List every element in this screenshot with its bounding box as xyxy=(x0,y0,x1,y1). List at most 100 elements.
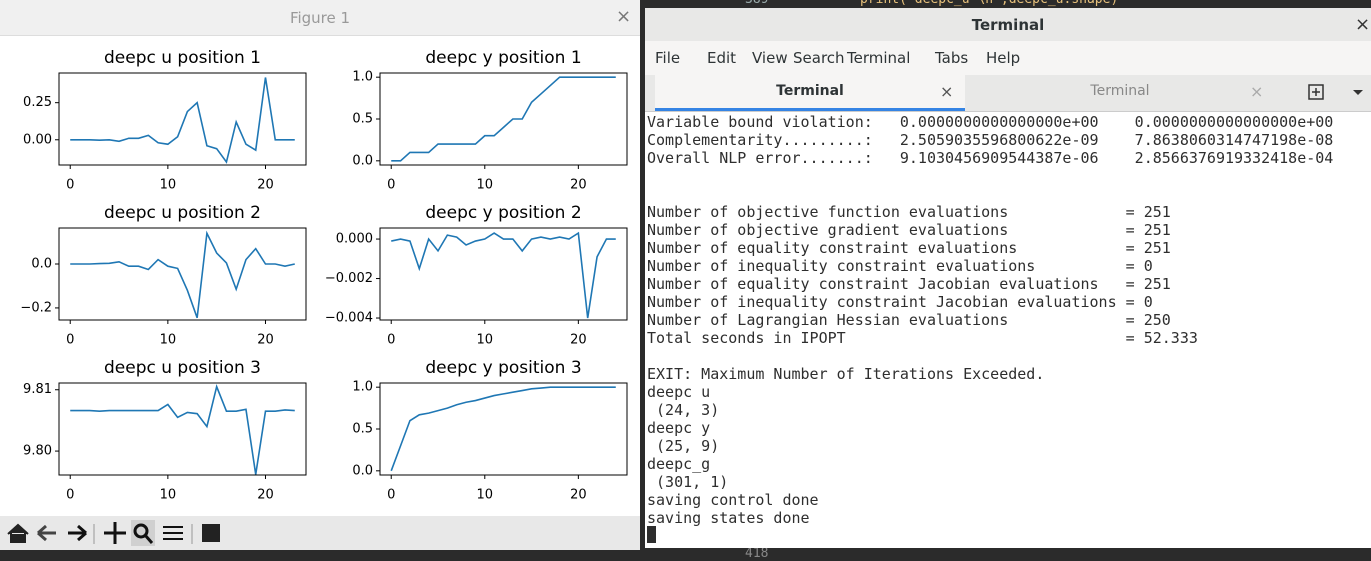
terminal-line: Number of objective function evaluations… xyxy=(647,203,1171,221)
menu-item[interactable]: Help xyxy=(986,49,1021,67)
terminal-line: Complementarity.........: 2.505903559680… xyxy=(647,131,1334,149)
terminal-line: Overall NLP error.......: 9.103045690954… xyxy=(647,149,1334,167)
x-tick-label: 10 xyxy=(160,488,177,503)
menu-bar: File Edit View Search Terminal Tabs Help xyxy=(645,41,1371,75)
terminal-line: Number of Lagrangian Hessian evaluations… xyxy=(647,311,1171,329)
y-tick-label: 0.25 xyxy=(23,95,52,110)
tab-bar: Terminal × Terminal × xyxy=(645,75,1371,112)
close-button[interactable]: × xyxy=(1355,14,1371,35)
x-tick-label: 10 xyxy=(477,488,494,503)
terminal-line: saving control done xyxy=(647,491,819,509)
data-line xyxy=(70,230,295,319)
tab-label: Terminal xyxy=(776,83,844,99)
tab-close[interactable]: × xyxy=(1250,82,1264,101)
window-title: Figure 1 xyxy=(289,9,351,27)
menu-item[interactable]: Terminal xyxy=(847,49,911,67)
line-number: 418 xyxy=(745,546,769,561)
figure-window: Figure 1 × deepc u position 1 0 10 20 0.00 0.… xyxy=(0,0,640,550)
new-tab-button[interactable] xyxy=(1308,84,1324,100)
x-tick-label: 20 xyxy=(257,178,274,193)
close-button[interactable]: × xyxy=(616,6,632,27)
y-tick-label: −0.004 xyxy=(325,311,373,326)
y-tick-label: 0.0 xyxy=(352,153,373,168)
zoom-button[interactable] xyxy=(133,523,149,539)
axes-frame xyxy=(379,227,628,321)
y-tick-label: 0.00 xyxy=(23,132,52,147)
terminal-line: (25, 9) xyxy=(647,437,720,455)
axes-frame xyxy=(58,72,307,166)
axes-frame xyxy=(379,72,628,166)
x-tick-label: 20 xyxy=(257,488,274,503)
axes-frame xyxy=(58,227,307,321)
home-button[interactable] xyxy=(7,523,29,543)
y-tick-label: 1.0 xyxy=(352,380,373,395)
configure-button[interactable] xyxy=(163,526,183,540)
y-tick-label: 0.000 xyxy=(336,232,373,247)
x-tick-label: 20 xyxy=(257,333,274,348)
data-line xyxy=(391,76,616,162)
axes-frame xyxy=(379,382,628,476)
chart-title: deepc y position 2 xyxy=(425,203,581,223)
tab[interactable]: Terminal × xyxy=(965,75,1275,111)
x-tick-label: 10 xyxy=(160,178,177,193)
y-tick-label: 0.5 xyxy=(352,112,373,127)
window-title: Terminal xyxy=(971,16,1045,34)
menu-item[interactable]: View xyxy=(752,49,788,67)
menu-item[interactable]: Tabs xyxy=(935,49,969,67)
terminal-line: deepc u xyxy=(647,383,711,401)
back-button[interactable] xyxy=(37,524,56,542)
forward-button[interactable] xyxy=(68,524,87,542)
menu-item[interactable]: Edit xyxy=(707,49,737,67)
chart-title: deepc u position 1 xyxy=(104,48,261,68)
tab-menu-button[interactable] xyxy=(1353,90,1363,95)
chart-title: deepc y position 1 xyxy=(425,48,581,68)
y-tick-label: 0.0 xyxy=(31,257,52,272)
tab-close[interactable]: × xyxy=(940,82,954,101)
data-line xyxy=(390,386,616,472)
menu-item[interactable]: Search xyxy=(793,49,845,67)
x-tick-label: 0 xyxy=(66,178,74,193)
y-tick-label: 9.81 xyxy=(23,382,52,397)
terminal-window: Terminal × File Edit View Search Terminal Tab… xyxy=(645,8,1371,548)
toolbar xyxy=(0,516,640,550)
terminal-line: Number of equality constraint Jacobian e… xyxy=(647,275,1171,293)
data-line xyxy=(70,77,295,164)
x-tick-label: 0 xyxy=(66,333,74,348)
y-tick-label: 0.0 xyxy=(352,463,373,478)
chart-title: deepc u position 2 xyxy=(104,203,261,223)
y-tick-label: 1.0 xyxy=(352,70,373,85)
terminal-line: saving states done xyxy=(647,509,810,527)
cursor xyxy=(647,526,656,543)
y-tick-label: −0.2 xyxy=(20,300,52,315)
x-tick-label: 10 xyxy=(477,333,494,348)
zoom-handle xyxy=(143,534,154,544)
terminal-line: deepc_g xyxy=(647,455,711,473)
tab-active[interactable]: Terminal × xyxy=(655,75,965,111)
tab-buttons xyxy=(1308,84,1363,100)
x-tick-label: 10 xyxy=(160,333,177,348)
pan-button[interactable] xyxy=(104,522,126,544)
toolbar-icons xyxy=(7,520,220,546)
terminal-line: Variable bound violation: 0.000000000000… xyxy=(647,113,1334,131)
x-tick-label: 10 xyxy=(477,178,494,193)
terminal-line: deepc y xyxy=(647,419,711,437)
terminal-line: Number of inequality constraint Jacobian… xyxy=(647,293,1153,311)
tab-label: Terminal xyxy=(1090,83,1150,99)
data-line xyxy=(391,231,616,319)
menu-item[interactable]: File xyxy=(655,49,681,67)
x-tick-label: 0 xyxy=(387,488,395,503)
x-tick-label: 0 xyxy=(387,333,395,348)
y-tick-label: 0.5 xyxy=(352,422,373,437)
x-tick-label: 20 xyxy=(570,488,587,503)
line-number: 389 xyxy=(745,0,768,7)
terminal-line: EXIT: Maximum Number of Iterations Excee… xyxy=(647,365,1045,383)
save-button[interactable] xyxy=(202,524,220,542)
data-line xyxy=(70,384,295,475)
x-tick-label: 0 xyxy=(66,488,74,503)
terminal-line: Number of objective gradient evaluations… xyxy=(647,221,1171,239)
x-tick-label: 20 xyxy=(570,178,587,193)
terminal-line: (301, 1) xyxy=(647,473,729,491)
chart-title: deepc y position 3 xyxy=(425,358,581,378)
